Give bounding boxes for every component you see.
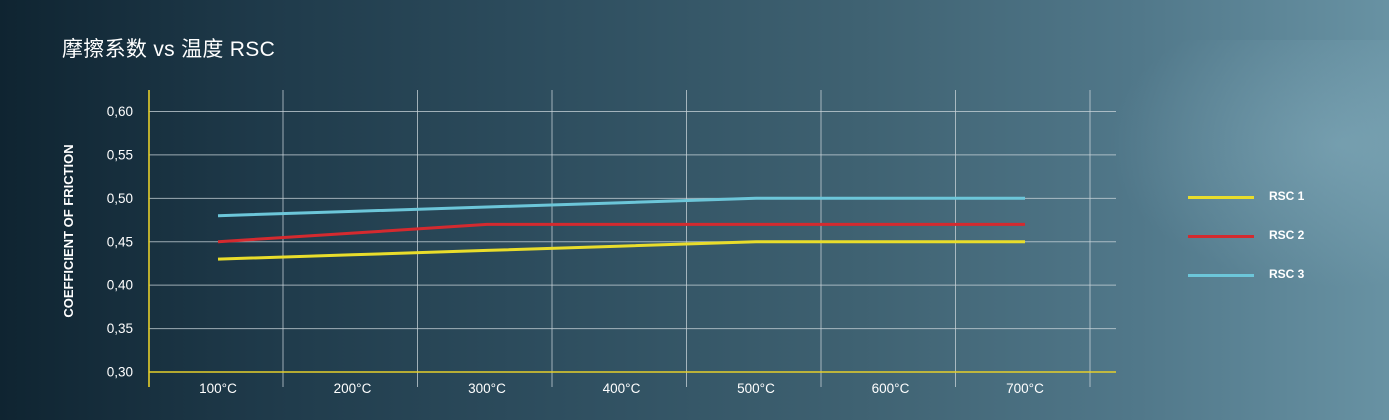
y-tick-label: 0,30 <box>107 365 133 380</box>
chart-title: 摩擦系数 vs 温度 RSC <box>62 38 276 61</box>
y-tick-label: 0,60 <box>107 104 133 119</box>
y-axis-label: COEFFICIENT OF FRICTION <box>61 144 76 317</box>
x-tick-label: 700°C <box>1006 381 1044 396</box>
legend-label-rsc-2: RSC 2 <box>1269 228 1305 242</box>
legend-item-rsc-2: RSC 2 <box>1188 225 1348 245</box>
x-tick-label: 600°C <box>872 381 910 396</box>
chart-legend: RSC 1 RSC 2 RSC 3 <box>1188 186 1348 303</box>
series-line-rsc-1 <box>217 240 1025 261</box>
y-tick-label: 0,55 <box>107 147 133 162</box>
y-tick-label: 0,45 <box>107 234 133 249</box>
legend-swatch-rsc-3 <box>1188 274 1254 277</box>
legend-item-rsc-3: RSC 3 <box>1188 264 1348 284</box>
legend-item-rsc-1: RSC 1 <box>1188 186 1348 206</box>
x-tick-label: 500°C <box>737 381 775 396</box>
y-tick-label: 0,50 <box>107 191 133 206</box>
x-tick-label: 200°C <box>334 381 372 396</box>
series-line-rsc-3 <box>217 196 1025 218</box>
legend-swatch-rsc-1 <box>1188 196 1254 199</box>
series-line-rsc-2 <box>217 222 1025 244</box>
y-tick-label: 0,40 <box>107 278 133 293</box>
y-tick-label: 0,35 <box>107 321 133 336</box>
x-tick-label: 400°C <box>603 381 641 396</box>
legend-label-rsc-3: RSC 3 <box>1269 267 1305 281</box>
legend-swatch-rsc-2 <box>1188 235 1254 238</box>
x-tick-label: 300°C <box>468 381 506 396</box>
x-tick-label: 100°C <box>199 381 237 396</box>
legend-label-rsc-1: RSC 1 <box>1269 189 1305 203</box>
